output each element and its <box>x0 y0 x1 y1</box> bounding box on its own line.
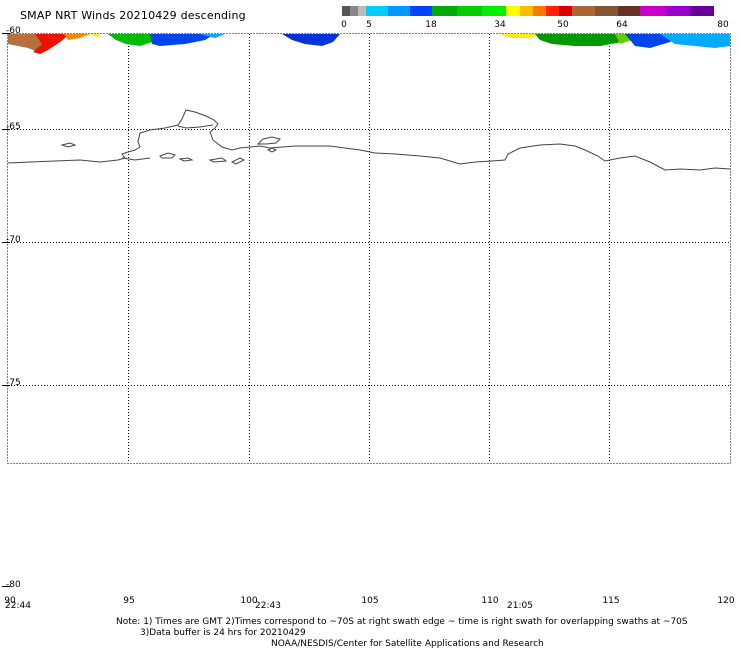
note-line-2: 3)Data buffer is 24 hrs for 20210429 <box>140 628 306 638</box>
wind-speed-colorbar <box>342 6 730 16</box>
lon-label-120: 120 <box>717 596 735 606</box>
colorbar-segment <box>618 6 640 16</box>
colorbar-segment <box>410 6 432 16</box>
lon-label-110: 110 <box>481 596 499 606</box>
lat-label-60: -60 <box>6 26 21 36</box>
antarctic-coastline <box>7 109 731 171</box>
swath-time-2: 22:43 <box>255 601 281 611</box>
colorbar-segment <box>482 6 506 16</box>
colorbar-segment <box>559 6 572 16</box>
lat-label-80: -80 <box>6 580 21 590</box>
colorbar-tick-label: 50 <box>557 20 569 30</box>
lat-ticks <box>2 33 10 587</box>
colorbar-segment <box>457 6 482 16</box>
longitude-gridlines <box>128 34 610 463</box>
note-line-3: NOAA/NESDIS/Center for Satellite Applica… <box>271 639 544 649</box>
colorbar-segment <box>520 6 533 16</box>
lat-label-65: -65 <box>6 122 21 132</box>
colorbar-segment <box>432 6 457 16</box>
map-frame <box>7 33 731 464</box>
lon-label-95: 95 <box>123 596 135 606</box>
wind-swath-middle <box>282 34 340 46</box>
colorbar-segment <box>546 6 559 16</box>
colorbar-segment <box>572 6 595 16</box>
colorbar-segment <box>358 6 366 16</box>
colorbar-tick-label: 34 <box>494 20 506 30</box>
colorbar-segment <box>506 6 520 16</box>
colorbar-tick-label: 5 <box>366 20 372 30</box>
chart-title: SMAP NRT Winds 20210429 descending <box>20 9 246 22</box>
swath-time-3: 21:05 <box>507 601 533 611</box>
lon-label-105: 105 <box>361 596 379 606</box>
wind-swath-right <box>500 34 730 48</box>
colorbar-segment <box>533 6 546 16</box>
lat-label-70: -70 <box>6 235 21 245</box>
colorbar-segment <box>342 6 350 16</box>
lon-label-100: 100 <box>240 596 258 606</box>
colorbar-segment <box>366 6 388 16</box>
colorbar-segment <box>595 6 618 16</box>
colorbar-segment <box>388 6 410 16</box>
colorbar-segment <box>640 6 665 16</box>
wind-swath-left <box>8 34 225 54</box>
swath-time-1: 22:44 <box>5 601 31 611</box>
lon-label-90: 90 <box>4 596 16 606</box>
colorbar-segment <box>690 6 714 16</box>
colorbar-tick-label: 0 <box>341 20 347 30</box>
lat-label-75: -75 <box>6 378 21 388</box>
latitude-gridlines <box>8 129 730 386</box>
colorbar-segment <box>665 6 690 16</box>
colorbar-tick-label: 64 <box>616 20 628 30</box>
note-line-1: Note: 1) Times are GMT 2)Times correspon… <box>116 617 688 627</box>
colorbar-tick-label: 80 <box>717 20 729 30</box>
colorbar-segment <box>350 6 358 16</box>
lon-label-115: 115 <box>602 596 620 606</box>
colorbar-tick-label: 18 <box>425 20 437 30</box>
